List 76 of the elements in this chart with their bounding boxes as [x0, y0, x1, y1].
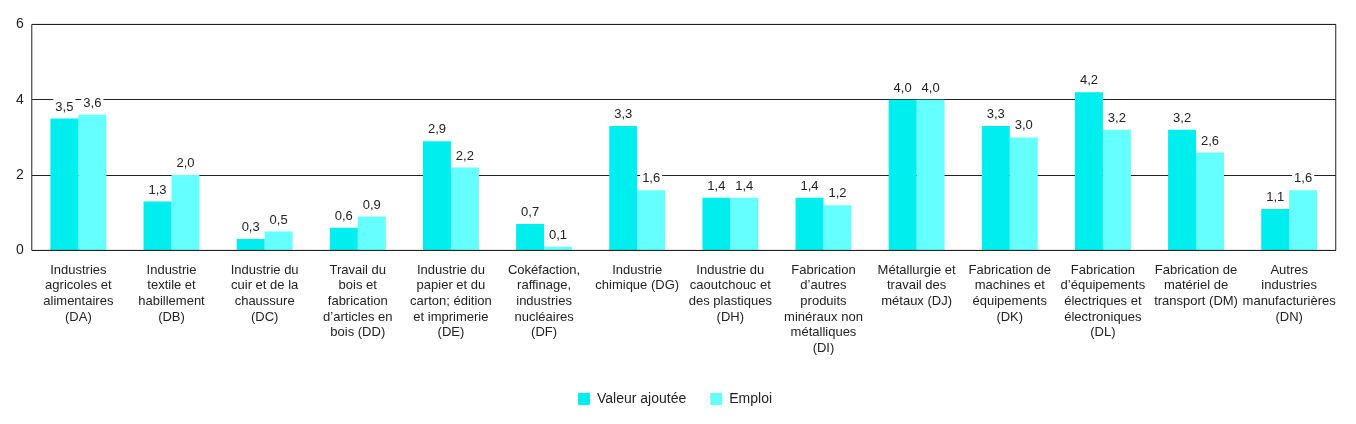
data-label: 1,4	[800, 177, 819, 193]
bar	[422, 141, 451, 250]
data-label: 1,6	[642, 170, 661, 186]
bar	[544, 246, 572, 250]
bar	[1196, 152, 1224, 250]
bar	[981, 126, 1010, 250]
bar	[702, 197, 731, 250]
x-tick-label: Cokéfaction, raffinage, industries nucléaires (DF)	[507, 261, 581, 340]
data-label: 1,1	[1266, 189, 1285, 205]
bar	[1102, 129, 1131, 250]
bar	[78, 114, 107, 250]
data-label: 0,5	[269, 211, 288, 227]
data-label: 2,9	[427, 121, 446, 137]
data-label: 1,3	[148, 181, 167, 197]
y-tick-label: 4	[15, 90, 24, 107]
y-tick-label: 6	[15, 15, 24, 32]
bar	[450, 167, 479, 250]
bar	[795, 197, 824, 250]
bar	[264, 231, 293, 250]
data-label: 2,2	[455, 147, 474, 163]
data-label: 0,7	[521, 204, 540, 220]
bar	[516, 224, 545, 250]
bar	[357, 216, 386, 250]
x-tick-label: Fabrication d’équipements électriques et électroniques (DL)	[1060, 261, 1146, 340]
bar	[609, 126, 638, 250]
bar	[1261, 208, 1290, 250]
bar	[637, 190, 666, 250]
data-label: 1,6	[1294, 170, 1313, 186]
data-label: 1,4	[707, 177, 726, 193]
x-tick-label: Industries agricoles et alimentaires (DA)	[43, 261, 114, 324]
bar	[171, 175, 200, 250]
bar	[1168, 129, 1197, 250]
bar	[329, 227, 358, 250]
x-tick-label: Travail du bois et fabrication d’articles en bois (DD)	[323, 261, 393, 340]
data-label: 3,3	[986, 106, 1005, 122]
bar	[50, 118, 79, 250]
bar	[1009, 137, 1038, 250]
data-label: 0,9	[362, 196, 381, 212]
data-label: 4,0	[893, 79, 912, 95]
data-label: 2,0	[176, 155, 195, 171]
data-label: 1,4	[735, 177, 754, 193]
data-label: 3,2	[1107, 109, 1126, 125]
x-tick-label: Fabrication de machines et équipements (DK)	[968, 261, 1051, 324]
data-label: 0,3	[241, 219, 260, 235]
bar	[143, 201, 172, 250]
x-tick-label: Fabrication d’autres produits minéraux non métalliques (DI)	[784, 261, 863, 355]
x-tick-label: Métallurgie et travail des métaux (DJ)	[877, 261, 957, 308]
bar	[236, 239, 265, 250]
data-label: 3,3	[614, 106, 633, 122]
bar	[916, 99, 945, 250]
bar	[730, 197, 759, 250]
x-tick-label: Fabrication de matériel de transport (DM)	[1154, 261, 1238, 308]
bar	[888, 99, 917, 250]
bar	[1074, 92, 1103, 250]
data-label: 3,5	[55, 98, 74, 114]
bar	[823, 205, 852, 250]
data-label: 4,2	[1079, 72, 1098, 88]
x-tick-label: Autres industries manufacturières (DN)	[1242, 261, 1337, 324]
data-label: 3,2	[1173, 109, 1192, 125]
x-tick-label: Industrie chimique (DG)	[595, 261, 680, 293]
data-label: 0,6	[334, 207, 353, 223]
data-label: 3,0	[1014, 117, 1033, 133]
data-label: 2,6	[1200, 132, 1220, 148]
legend-label: Valeur ajoutée	[596, 389, 687, 406]
x-tick-label: Industrie du papier et du carton; édition et imprimerie (DE)	[410, 261, 492, 340]
data-label: 1,2	[828, 185, 847, 201]
x-tick-label: Industrie textile et habillement (DB)	[138, 261, 206, 324]
y-tick-label: 2	[15, 165, 24, 182]
data-label: 4,0	[921, 79, 940, 95]
data-label: 0,1	[548, 226, 568, 242]
y-tick-label: 0	[15, 241, 24, 258]
bar	[1289, 190, 1318, 250]
x-tick-label: Industrie du caoutchouc et des plastiques (DH)	[688, 261, 773, 324]
data-label: 3,6	[83, 94, 102, 110]
x-tick-label: Industrie du cuir et de la chaussure (DC)	[230, 261, 300, 324]
legend-label: Emploi	[729, 389, 773, 406]
